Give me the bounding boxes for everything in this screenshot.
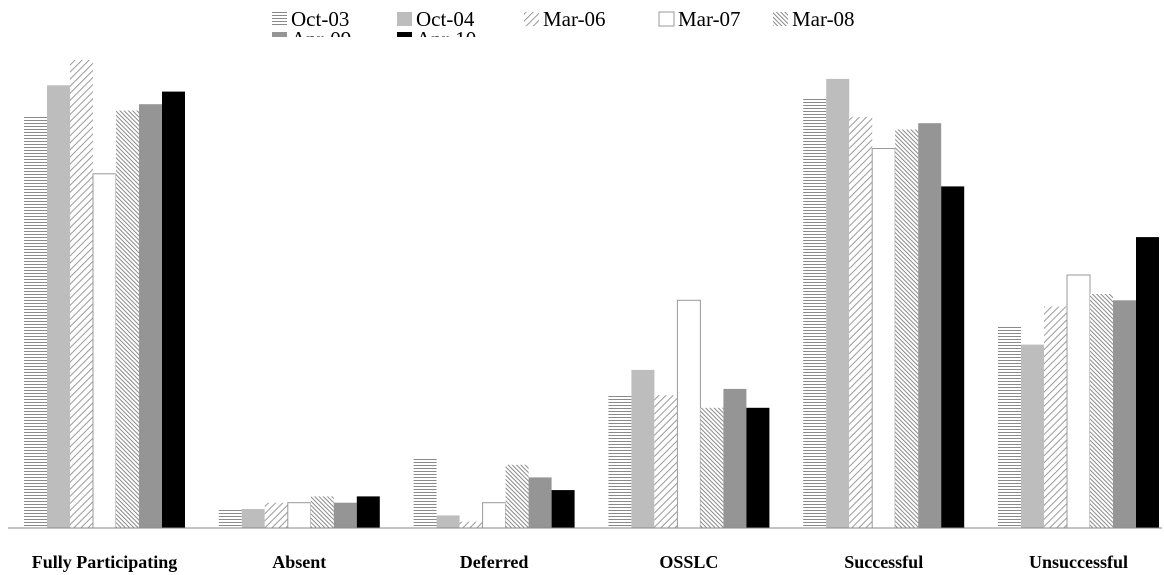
category-label: Absent <box>272 552 326 572</box>
bar-oct-03-deferred <box>413 458 437 528</box>
bars <box>24 59 1159 529</box>
legend-label-mar-07: Mar-07 <box>678 7 741 31</box>
bar-apr-10-successful <box>941 186 965 528</box>
bar-apr-10-osslc <box>746 407 770 528</box>
legend-swatch-mar-06 <box>524 12 539 26</box>
bar-mar-07-fully-participating <box>92 173 117 529</box>
legend-label-oct-03: Oct-03 <box>291 7 349 31</box>
bar-mar-06-osslc <box>654 395 678 528</box>
bar-apr-10-unsuccessful <box>1136 237 1159 528</box>
bar-apr-09-fully-participating <box>139 104 162 528</box>
bar-mar-07-unsuccessful <box>1066 274 1091 529</box>
bar-oct-04-osslc <box>631 369 655 528</box>
bar-mar-07-successful <box>871 148 896 529</box>
legend-swatch-mar-08 <box>773 12 788 26</box>
category-label: Successful <box>844 552 923 572</box>
bar-oct-03-osslc <box>608 395 632 528</box>
bar-apr-10-absent <box>356 496 380 528</box>
bar-oct-03-unsuccessful <box>998 325 1021 528</box>
bar-oct-04-fully-participating <box>47 85 70 529</box>
bar-mar-07-osslc <box>676 299 701 529</box>
bar-mar-06-fully-participating <box>70 59 93 529</box>
bar-apr-09-successful <box>918 123 942 528</box>
category-label: Unsuccessful <box>1029 552 1128 572</box>
bar-mar-07-deferred <box>482 502 507 529</box>
bar-mar-07-absent <box>287 502 312 529</box>
bar-apr-10-fully-participating <box>162 91 185 528</box>
bar-mar-06-unsuccessful <box>1044 306 1067 528</box>
bar-apr-09-unsuccessful <box>1113 300 1136 528</box>
legend-label-mar-08: Mar-08 <box>792 7 855 31</box>
legend-swatch-oct-04 <box>397 12 412 26</box>
legend-swatch-oct-03 <box>272 12 287 26</box>
bar-oct-03-absent <box>218 509 242 528</box>
bar-mar-06-absent <box>264 502 288 528</box>
bar-mar-06-successful <box>849 116 873 529</box>
bar-oct-04-successful <box>826 78 850 529</box>
category-label: Deferred <box>460 552 529 572</box>
bar-apr-10-deferred <box>551 490 575 529</box>
bar-apr-09-deferred <box>528 477 552 528</box>
bar-oct-04-unsuccessful <box>1021 344 1044 528</box>
category-label: Fully Participating <box>32 552 178 572</box>
bar-oct-03-successful <box>803 97 827 529</box>
bar-mar-08-fully-participating <box>116 110 139 528</box>
bar-mar-06-deferred <box>459 521 483 528</box>
bar-apr-09-absent <box>333 502 357 528</box>
bar-oct-04-absent <box>241 509 265 528</box>
bar-apr-09-osslc <box>723 388 747 529</box>
bar-mar-08-unsuccessful <box>1090 294 1113 528</box>
bar-mar-08-absent <box>310 496 334 528</box>
legend-overlap <box>250 37 670 51</box>
legend-swatch-mar-07 <box>658 11 675 27</box>
bar-mar-08-deferred <box>505 464 529 529</box>
category-labels: Fully Participating Absent Deferred OSSLC Su… <box>32 552 1128 572</box>
legend-clip-band <box>250 37 670 51</box>
bar-oct-04-deferred <box>436 515 460 529</box>
bar-mar-08-osslc <box>700 407 724 528</box>
bar-oct-03-fully-participating <box>24 116 47 529</box>
legend-label-oct-04: Oct-04 <box>416 7 475 31</box>
bar-mar-08-successful <box>895 129 919 528</box>
legend-label-mar-06: Mar-06 <box>543 7 606 31</box>
category-label: OSSLC <box>659 552 718 572</box>
